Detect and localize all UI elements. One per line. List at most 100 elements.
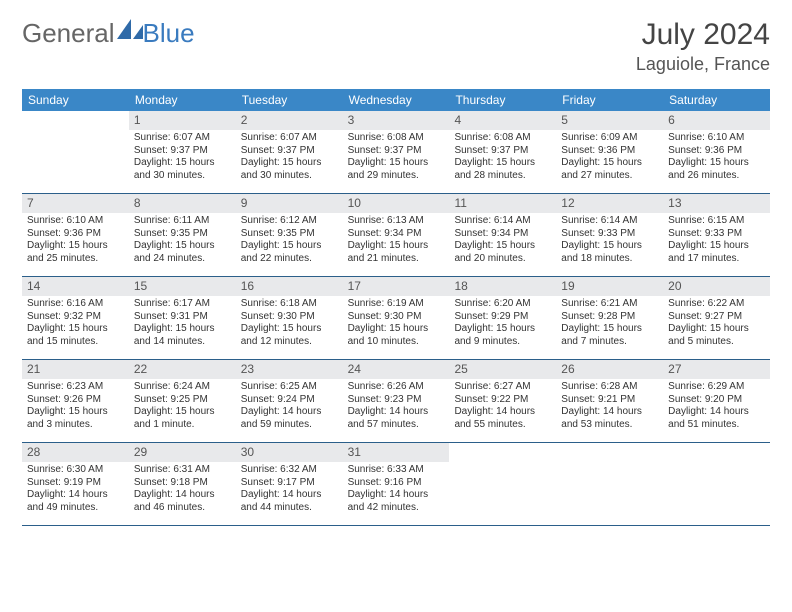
dow-cell: Sunday bbox=[22, 89, 129, 111]
sunset-text: Sunset: 9:36 PM bbox=[561, 145, 658, 158]
sunset-text: Sunset: 9:37 PM bbox=[348, 145, 445, 158]
day-body: Sunrise: 6:33 AMSunset: 9:16 PMDaylight:… bbox=[343, 462, 450, 518]
daylight-text: Daylight: 15 hours and 15 minutes. bbox=[27, 323, 124, 348]
daylight-text: Daylight: 15 hours and 14 minutes. bbox=[134, 323, 231, 348]
day-number: 1 bbox=[129, 111, 236, 130]
day-number: 16 bbox=[236, 277, 343, 296]
day-cell: 6Sunrise: 6:10 AMSunset: 9:36 PMDaylight… bbox=[663, 111, 770, 193]
sunrise-text: Sunrise: 6:19 AM bbox=[348, 298, 445, 311]
day-cell bbox=[663, 443, 770, 525]
day-body: Sunrise: 6:23 AMSunset: 9:26 PMDaylight:… bbox=[22, 379, 129, 435]
sunrise-text: Sunrise: 6:07 AM bbox=[241, 132, 338, 145]
day-body: Sunrise: 6:13 AMSunset: 9:34 PMDaylight:… bbox=[343, 213, 450, 269]
day-number: 5 bbox=[556, 111, 663, 130]
day-number: 6 bbox=[663, 111, 770, 130]
sunrise-text: Sunrise: 6:08 AM bbox=[454, 132, 551, 145]
daylight-text: Daylight: 15 hours and 22 minutes. bbox=[241, 240, 338, 265]
sunset-text: Sunset: 9:34 PM bbox=[348, 228, 445, 241]
daylight-text: Daylight: 15 hours and 30 minutes. bbox=[134, 157, 231, 182]
daylight-text: Daylight: 14 hours and 55 minutes. bbox=[454, 406, 551, 431]
day-number: 3 bbox=[343, 111, 450, 130]
day-cell: 29Sunrise: 6:31 AMSunset: 9:18 PMDayligh… bbox=[129, 443, 236, 525]
dow-cell: Thursday bbox=[449, 89, 556, 111]
day-number: 4 bbox=[449, 111, 556, 130]
daylight-text: Daylight: 14 hours and 51 minutes. bbox=[668, 406, 765, 431]
sunrise-text: Sunrise: 6:09 AM bbox=[561, 132, 658, 145]
day-body: Sunrise: 6:07 AMSunset: 9:37 PMDaylight:… bbox=[236, 130, 343, 186]
day-body: Sunrise: 6:10 AMSunset: 9:36 PMDaylight:… bbox=[663, 130, 770, 186]
sunrise-text: Sunrise: 6:13 AM bbox=[348, 215, 445, 228]
sunrise-text: Sunrise: 6:12 AM bbox=[241, 215, 338, 228]
day-body: Sunrise: 6:15 AMSunset: 9:33 PMDaylight:… bbox=[663, 213, 770, 269]
sunrise-text: Sunrise: 6:07 AM bbox=[134, 132, 231, 145]
sunrise-text: Sunrise: 6:21 AM bbox=[561, 298, 658, 311]
sunrise-text: Sunrise: 6:10 AM bbox=[668, 132, 765, 145]
daylight-text: Daylight: 15 hours and 10 minutes. bbox=[348, 323, 445, 348]
day-body: Sunrise: 6:18 AMSunset: 9:30 PMDaylight:… bbox=[236, 296, 343, 352]
sunset-text: Sunset: 9:16 PM bbox=[348, 477, 445, 490]
sunset-text: Sunset: 9:30 PM bbox=[348, 311, 445, 324]
sunset-text: Sunset: 9:19 PM bbox=[27, 477, 124, 490]
day-number: 26 bbox=[556, 360, 663, 379]
day-body: Sunrise: 6:11 AMSunset: 9:35 PMDaylight:… bbox=[129, 213, 236, 269]
sunrise-text: Sunrise: 6:31 AM bbox=[134, 464, 231, 477]
logo-text-blue: Blue bbox=[143, 18, 195, 49]
sunrise-text: Sunrise: 6:24 AM bbox=[134, 381, 231, 394]
day-cell: 15Sunrise: 6:17 AMSunset: 9:31 PMDayligh… bbox=[129, 277, 236, 359]
day-body: Sunrise: 6:07 AMSunset: 9:37 PMDaylight:… bbox=[129, 130, 236, 186]
sunset-text: Sunset: 9:36 PM bbox=[668, 145, 765, 158]
day-cell: 26Sunrise: 6:28 AMSunset: 9:21 PMDayligh… bbox=[556, 360, 663, 442]
month-title: July 2024 bbox=[636, 18, 770, 52]
week-row: 14Sunrise: 6:16 AMSunset: 9:32 PMDayligh… bbox=[22, 277, 770, 360]
sunset-text: Sunset: 9:22 PM bbox=[454, 394, 551, 407]
day-body: Sunrise: 6:27 AMSunset: 9:22 PMDaylight:… bbox=[449, 379, 556, 435]
daylight-text: Daylight: 14 hours and 53 minutes. bbox=[561, 406, 658, 431]
day-number: 11 bbox=[449, 194, 556, 213]
day-number: 7 bbox=[22, 194, 129, 213]
day-cell: 9Sunrise: 6:12 AMSunset: 9:35 PMDaylight… bbox=[236, 194, 343, 276]
sunset-text: Sunset: 9:35 PM bbox=[134, 228, 231, 241]
day-cell: 3 Sunrise: 6:08 AMSunset: 9:37 PMDaylight… bbox=[343, 111, 450, 193]
logo-sail-icon bbox=[117, 19, 143, 39]
week-row: 1Sunrise: 6:07 AMSunset: 9:37 PMDaylight… bbox=[22, 111, 770, 194]
dow-cell: Wednesday bbox=[343, 89, 450, 111]
sunset-text: Sunset: 9:20 PM bbox=[668, 394, 765, 407]
day-cell: 7Sunrise: 6:10 AMSunset: 9:36 PMDaylight… bbox=[22, 194, 129, 276]
sunrise-text: Sunrise: 6:17 AM bbox=[134, 298, 231, 311]
sunset-text: Sunset: 9:18 PM bbox=[134, 477, 231, 490]
sunrise-text: Sunrise: 6:18 AM bbox=[241, 298, 338, 311]
daylight-text: Daylight: 15 hours and 7 minutes. bbox=[561, 323, 658, 348]
dow-cell: Friday bbox=[556, 89, 663, 111]
daylight-text: Daylight: 15 hours and 20 minutes. bbox=[454, 240, 551, 265]
day-number: 19 bbox=[556, 277, 663, 296]
day-cell: 1Sunrise: 6:07 AMSunset: 9:37 PMDaylight… bbox=[129, 111, 236, 193]
sunset-text: Sunset: 9:37 PM bbox=[134, 145, 231, 158]
sunrise-text: Sunrise: 6:22 AM bbox=[668, 298, 765, 311]
daylight-text: Daylight: 15 hours and 18 minutes. bbox=[561, 240, 658, 265]
sunrise-text: Sunrise: 6:11 AM bbox=[134, 215, 231, 228]
sunrise-text: Sunrise: 6:08 AM bbox=[348, 132, 445, 145]
daylight-text: Daylight: 15 hours and 1 minute. bbox=[134, 406, 231, 431]
sunset-text: Sunset: 9:34 PM bbox=[454, 228, 551, 241]
sunrise-text: Sunrise: 6:28 AM bbox=[561, 381, 658, 394]
day-number: 12 bbox=[556, 194, 663, 213]
week-row: 7Sunrise: 6:10 AMSunset: 9:36 PMDaylight… bbox=[22, 194, 770, 277]
daylight-text: Daylight: 15 hours and 29 minutes. bbox=[348, 157, 445, 182]
day-body: Sunrise: 6:14 AMSunset: 9:34 PMDaylight:… bbox=[449, 213, 556, 269]
sunset-text: Sunset: 9:26 PM bbox=[27, 394, 124, 407]
day-body: Sunrise: 6:08 AMSunset: 9:37 PMDaylight:… bbox=[449, 130, 556, 186]
day-number: 8 bbox=[129, 194, 236, 213]
daylight-text: Daylight: 14 hours and 44 minutes. bbox=[241, 489, 338, 514]
weeks-container: 1Sunrise: 6:07 AMSunset: 9:37 PMDaylight… bbox=[22, 111, 770, 526]
day-cell bbox=[556, 443, 663, 525]
day-body: Sunrise: 6:32 AMSunset: 9:17 PMDaylight:… bbox=[236, 462, 343, 518]
day-body bbox=[663, 462, 770, 468]
sunrise-text: Sunrise: 6:33 AM bbox=[348, 464, 445, 477]
day-number: 9 bbox=[236, 194, 343, 213]
day-body bbox=[449, 462, 556, 468]
day-body: Sunrise: 6:21 AMSunset: 9:28 PMDaylight:… bbox=[556, 296, 663, 352]
day-number: 20 bbox=[663, 277, 770, 296]
sunrise-text: Sunrise: 6:14 AM bbox=[561, 215, 658, 228]
day-body: Sunrise: 6:10 AMSunset: 9:36 PMDaylight:… bbox=[22, 213, 129, 269]
sunrise-text: Sunrise: 6:10 AM bbox=[27, 215, 124, 228]
